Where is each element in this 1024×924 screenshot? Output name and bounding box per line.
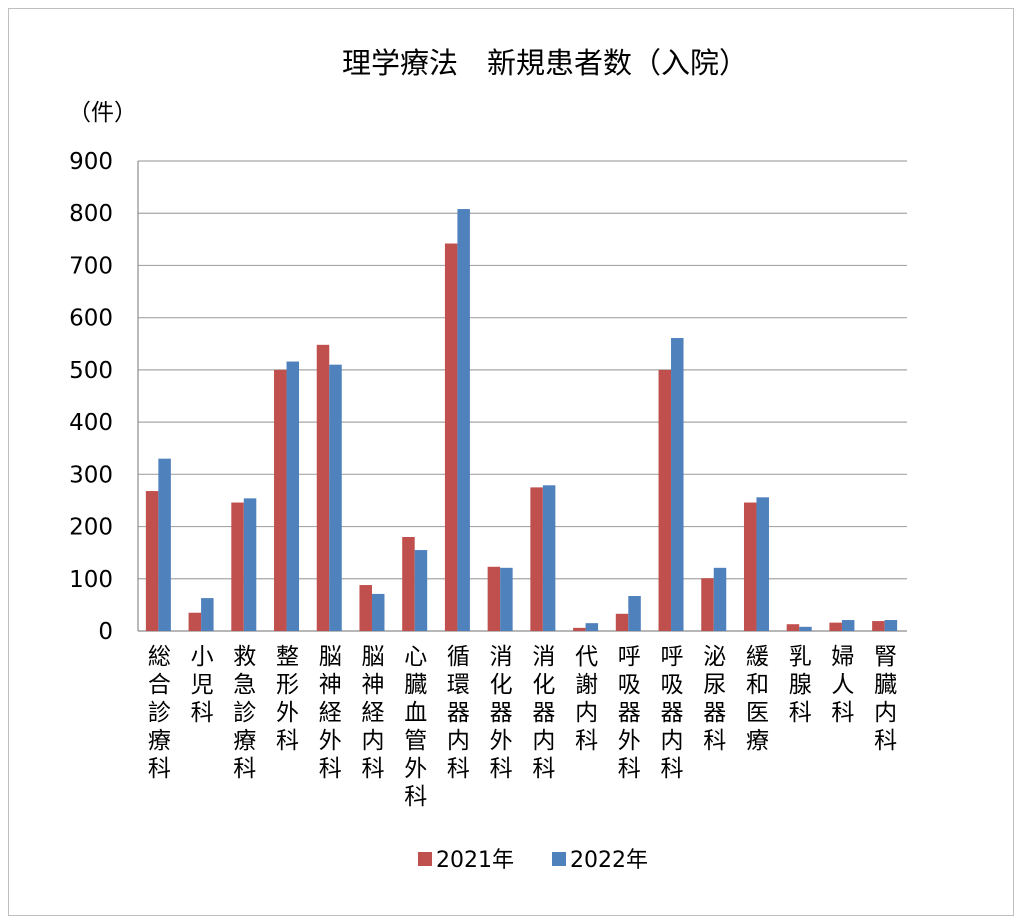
bar-series1	[786, 624, 800, 631]
category-label: 乳腺科	[789, 644, 812, 726]
category-label: 呼吸器外科	[618, 644, 641, 782]
y-tick-label: 100	[69, 567, 113, 593]
bar-series2	[628, 596, 641, 631]
y-tick-label: 800	[69, 201, 113, 227]
bar-series2	[585, 623, 599, 631]
bar-series1	[701, 578, 714, 631]
bar-series1	[188, 612, 202, 631]
bar-series2	[414, 550, 428, 631]
bar-series1	[530, 487, 543, 631]
bar-series1	[658, 369, 672, 631]
category-label: 脳神経内科	[361, 644, 384, 782]
bar-series2	[243, 498, 257, 631]
y-tick-label: 400	[69, 410, 113, 436]
category-label: 総合診療科	[148, 644, 171, 782]
gridlines	[137, 160, 907, 632]
bar-series2	[457, 209, 470, 632]
bar-series1	[231, 502, 244, 631]
bar-series2	[841, 620, 855, 631]
chart-frame	[8, 8, 1014, 916]
y-tick-label: 500	[69, 358, 113, 384]
category-label: 代謝内科	[575, 644, 598, 754]
bar-series2	[201, 598, 214, 631]
bar-series2	[713, 567, 727, 631]
bar-series1	[829, 622, 842, 631]
category-label: 脳神経外科	[319, 644, 342, 782]
bar-series2	[500, 567, 513, 631]
legend: 2021年 2022年	[418, 848, 648, 873]
category-label: 泌尿器科	[703, 644, 726, 754]
bars	[145, 209, 898, 632]
legend-label: 2021年	[436, 848, 514, 873]
category-label: 救急診療科	[233, 644, 256, 782]
y-tick-labels: 0 100 200 300 400 500 600 700 800 900	[69, 149, 113, 645]
bar-series1	[615, 613, 629, 631]
y-tick-label: 300	[69, 462, 113, 488]
bar-series2	[799, 626, 812, 631]
category-label: 腎臓内科	[874, 644, 897, 754]
category-label: 心臓血管外科	[404, 644, 427, 810]
bar-series1	[573, 627, 586, 631]
y-tick-label: 0	[98, 619, 113, 645]
bar-series1	[316, 344, 330, 631]
category-labels: 総合診療科小児科救急診療科整形外科脳神経外科脳神経内科心臓血管外科循環器内科消化…	[148, 644, 897, 810]
y-tick-label: 600	[69, 306, 113, 332]
category-label: 消化器内科	[532, 644, 555, 782]
bar-series2	[542, 485, 556, 631]
category-label: 消化器外科	[490, 644, 513, 782]
bar-series1	[274, 369, 287, 631]
bar-series1	[402, 537, 415, 631]
category-label: 整形外科	[276, 644, 299, 754]
category-label: 呼吸器内科	[661, 644, 684, 782]
legend-swatch	[552, 852, 566, 866]
bar-series1	[359, 585, 372, 631]
category-label: 小児科	[191, 644, 214, 726]
category-label: 緩和医療	[746, 644, 769, 754]
bar-series1	[487, 566, 501, 631]
bar-series2	[756, 497, 769, 631]
bar-series2	[286, 361, 300, 631]
y-axis-unit: （件）	[68, 100, 137, 126]
bar-series1	[444, 243, 458, 631]
bar-series2	[329, 364, 342, 631]
bar-series2	[158, 458, 171, 631]
y-tick-label: 200	[69, 515, 113, 541]
bar-series2	[884, 620, 898, 631]
category-label: 循環器内科	[447, 644, 470, 782]
legend-swatch	[418, 852, 432, 866]
legend-label: 2022年	[570, 848, 648, 873]
bar-series1	[145, 491, 159, 631]
bar-series2	[371, 593, 385, 631]
bar-series1	[872, 621, 885, 631]
chart-title: 理学療法 新規患者数（入院）	[342, 46, 748, 80]
bar-series1	[743, 502, 757, 631]
y-tick-label: 900	[69, 149, 113, 175]
bar-series2	[671, 338, 684, 631]
category-label: 婦人科	[831, 644, 854, 726]
y-tick-label: 700	[69, 253, 113, 279]
